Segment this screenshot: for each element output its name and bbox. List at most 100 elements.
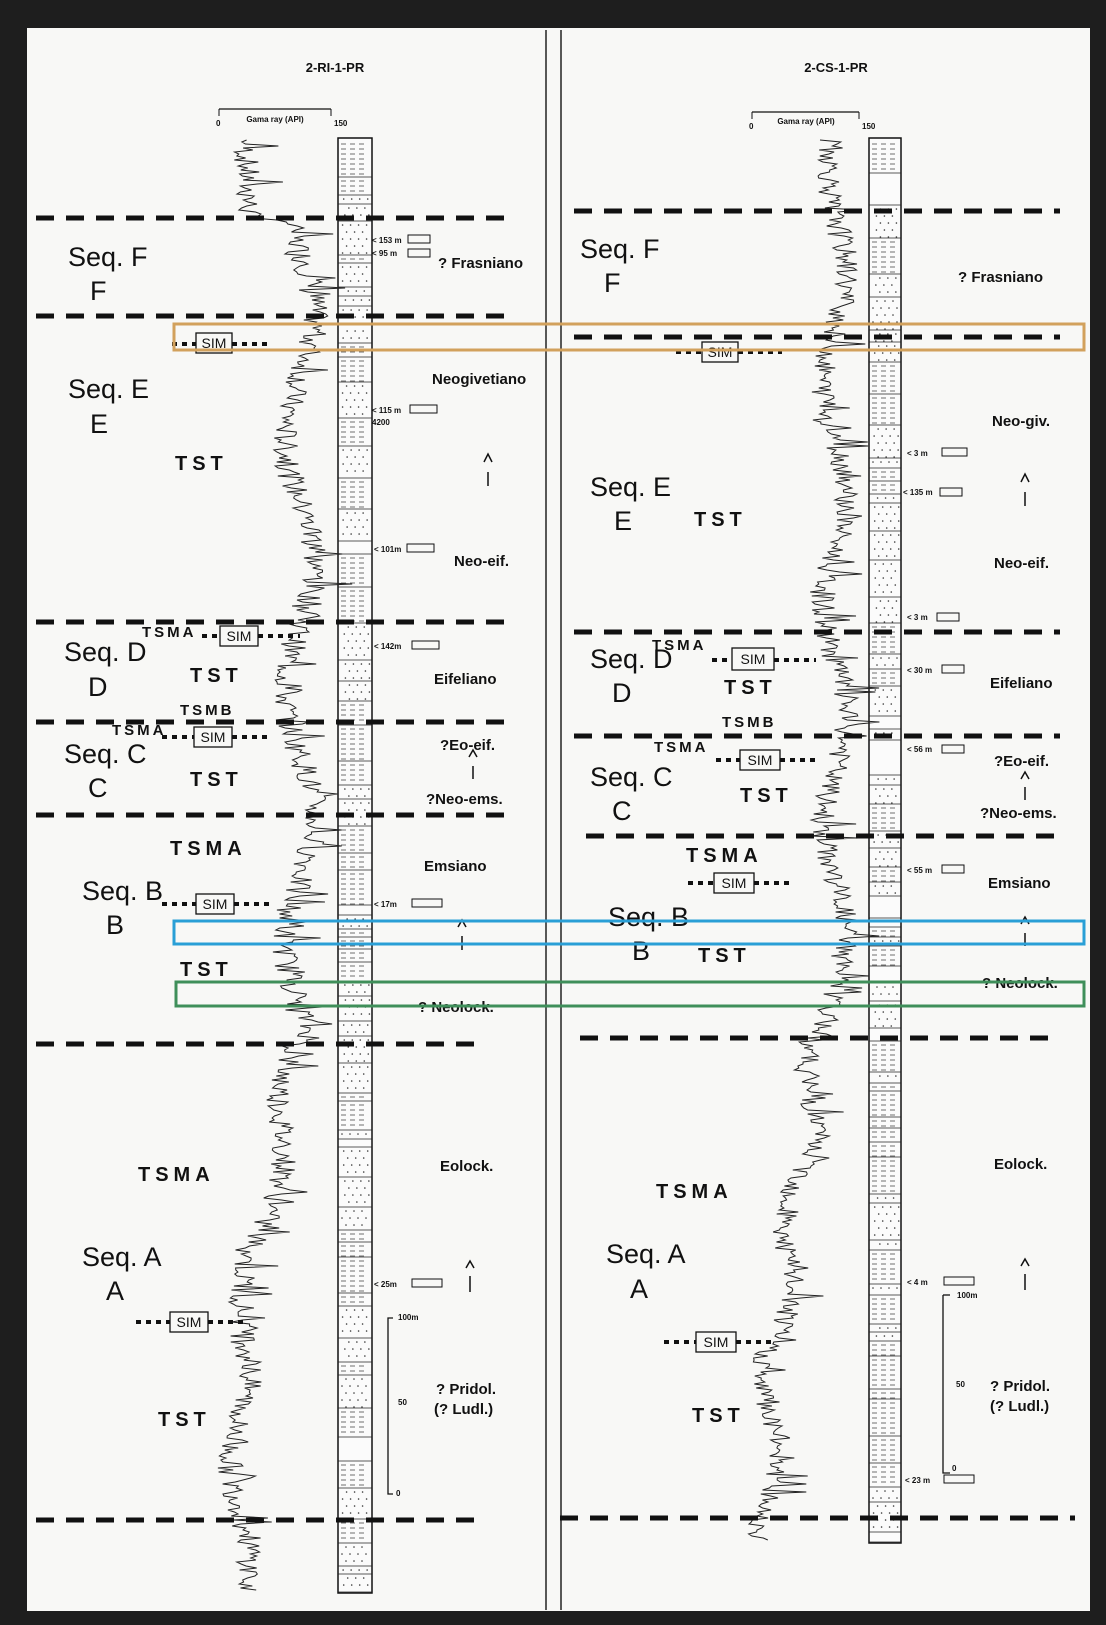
sand-dot [892, 314, 894, 316]
sand-dot [345, 399, 348, 401]
highlight-box-orange [172, 322, 1086, 352]
sand-dot [357, 252, 360, 254]
gamma-ray-curve [217, 139, 353, 1591]
sim-marker: SIM [716, 749, 816, 771]
sand-dot [349, 1330, 352, 1332]
sand-dot [878, 892, 881, 894]
sand-dot [361, 1560, 363, 1562]
sand-dot [888, 1526, 891, 1528]
sand-dot [350, 1164, 353, 1166]
svg-text:SIM: SIM [704, 1334, 729, 1350]
sand-dot [361, 1224, 363, 1226]
age-label: ? Pridol. [990, 1378, 1050, 1395]
sand-dot [352, 788, 354, 790]
sand-dot [360, 691, 363, 693]
sand-dot [344, 1348, 346, 1350]
sand-dot [363, 290, 366, 292]
sand-dot [878, 1018, 881, 1020]
sand-dot [360, 984, 362, 986]
sand-dot [893, 778, 895, 780]
sand-dot [872, 461, 874, 463]
sand-dot [358, 1569, 360, 1571]
sim-marker: SIM [664, 1331, 774, 1353]
sand-dot [364, 809, 366, 811]
sand-dot [343, 1039, 346, 1041]
sand-dot [341, 392, 344, 394]
seq-letter: D [88, 672, 108, 702]
sand-dot [368, 1194, 370, 1196]
sand-dot [891, 229, 894, 231]
sand-dot [895, 236, 898, 238]
sand-dot [881, 1220, 884, 1222]
sand-dot [353, 1210, 355, 1212]
sand-dot [897, 1220, 900, 1222]
seq-label-d: Seq. D [64, 637, 147, 667]
sand-dot [887, 277, 889, 279]
sand-dot [345, 1210, 347, 1212]
sand-dot [349, 1133, 351, 1135]
sand-dot [873, 352, 876, 354]
sand-dot [358, 1024, 361, 1026]
sand-dot [873, 1234, 876, 1236]
sand-dot [345, 1224, 347, 1226]
sand-dot [352, 214, 354, 216]
sand-dot [891, 284, 893, 286]
sand-dot [875, 1335, 878, 1337]
sand-dot [885, 778, 887, 780]
sand-dot [882, 591, 885, 593]
sand-dot [347, 626, 350, 628]
sand-dot [878, 584, 881, 586]
sand-dot [344, 1194, 346, 1196]
sand-dot [872, 307, 874, 309]
sand-dot [355, 626, 358, 628]
sand-dot [346, 1577, 349, 1579]
sand-dot [354, 1157, 357, 1159]
sand-dot [362, 918, 364, 920]
sand-dot [873, 1206, 876, 1208]
sand-dot [889, 548, 892, 550]
sand-dot [365, 238, 368, 240]
sand-dot [897, 1234, 900, 1236]
sand-dot [874, 563, 877, 565]
sand-dot [349, 1399, 351, 1401]
sand-dot [873, 548, 876, 550]
sand-dot [361, 1546, 363, 1548]
sand-dot [345, 1323, 348, 1325]
sand-dot [874, 703, 877, 705]
sand-dot [892, 1505, 895, 1507]
sand-dot [349, 1498, 352, 1500]
sand-dot [342, 1024, 345, 1026]
sand-dot [342, 337, 344, 339]
sand-dot [889, 841, 891, 843]
sand-dot [365, 1217, 367, 1219]
well-2-CS-1-PR: 2-CS-1-PR 0 Gama ray (API) 150 Seq. F F … [560, 60, 1075, 1544]
lithology-pattern [869, 143, 901, 1543]
sand-dot [368, 299, 371, 301]
sand-dot [352, 802, 354, 804]
sand-dot [891, 858, 893, 860]
sand-dot [368, 663, 371, 665]
sand-dot [890, 689, 893, 691]
svg-text:< 95 m: < 95 m [372, 249, 397, 258]
sand-dot [346, 1073, 349, 1075]
sand-dot [357, 406, 360, 408]
seq-label-e: Seq. E [590, 472, 671, 502]
sand-dot [345, 1309, 348, 1311]
svg-text:< 23 m: < 23 m [905, 1476, 930, 1485]
sand-dot [341, 1330, 344, 1332]
sand-dot [890, 591, 893, 593]
sand-dot [361, 1505, 364, 1507]
sand-dot [366, 1164, 369, 1166]
sand-dot [886, 1018, 889, 1020]
sand-dot [361, 1309, 364, 1311]
sand-dot [360, 299, 363, 301]
svg-text:< 142m: < 142m [374, 642, 401, 651]
sand-dot [881, 534, 884, 536]
sand-dot [879, 222, 882, 224]
sand-dot [356, 823, 358, 825]
sand-dot [894, 1018, 897, 1020]
sand-dot [891, 802, 893, 804]
sand-dot [345, 1392, 347, 1394]
sand-dot [889, 506, 892, 508]
sand-dot [361, 1378, 363, 1380]
